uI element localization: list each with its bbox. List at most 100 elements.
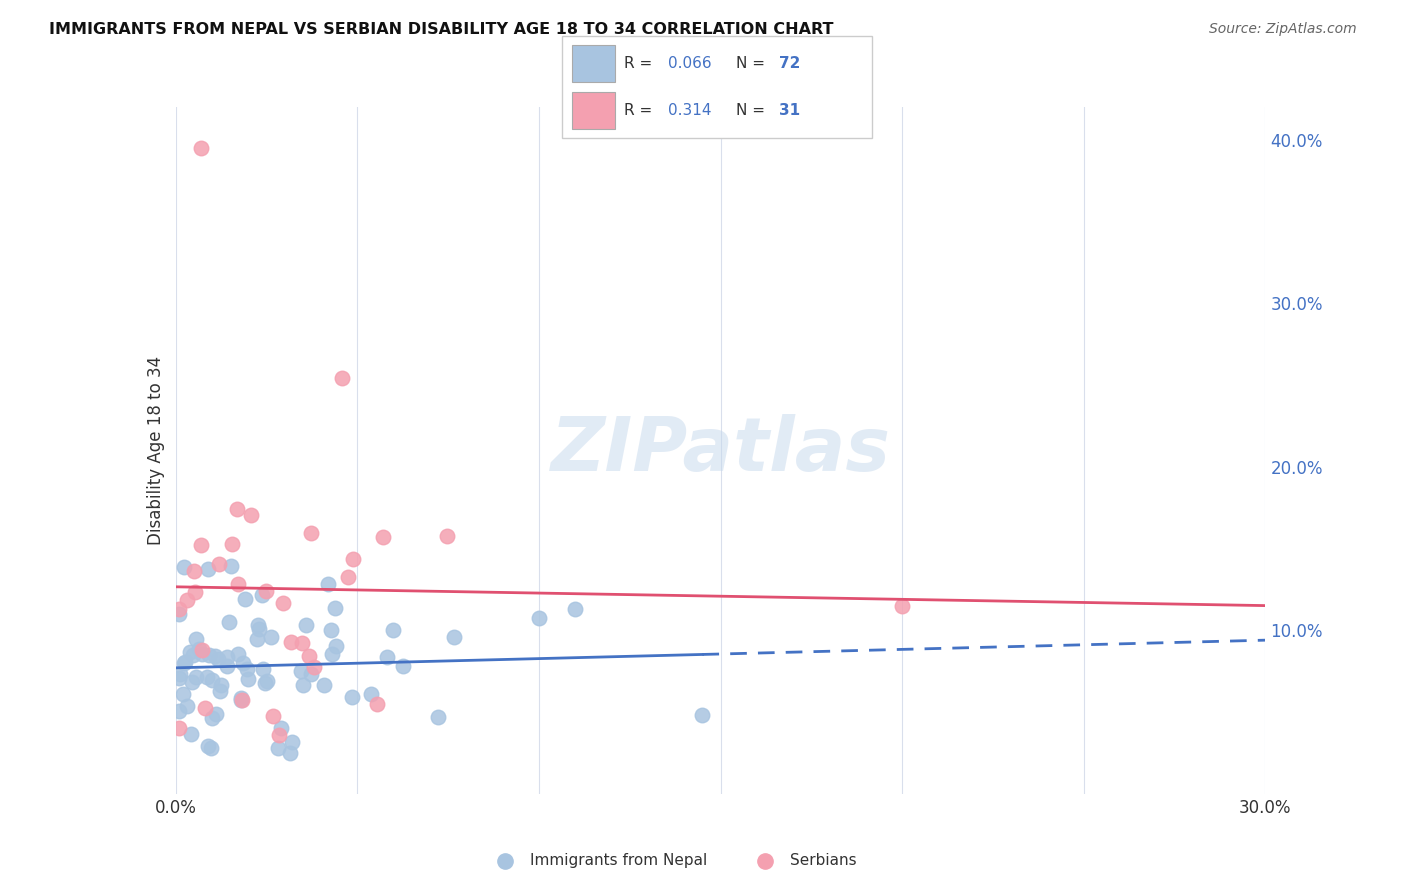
Point	[371, 530, 394, 544]
Point	[190, 538, 212, 552]
Point	[229, 692, 252, 706]
Point	[299, 667, 322, 681]
Point	[180, 727, 202, 741]
Bar	[572, 92, 614, 129]
Point	[294, 618, 316, 632]
Text: N =: N =	[735, 56, 769, 70]
Point	[290, 664, 312, 678]
Point	[200, 673, 222, 688]
Point	[239, 508, 262, 523]
Point	[267, 728, 290, 742]
Point	[299, 525, 322, 540]
Point	[270, 721, 292, 735]
Point	[260, 630, 283, 644]
Point	[436, 529, 458, 543]
Text: IMMIGRANTS FROM NEPAL VS SERBIAN DISABILITY AGE 18 TO 34 CORRELATION CHART: IMMIGRANTS FROM NEPAL VS SERBIAN DISABIL…	[49, 22, 834, 37]
Point	[184, 670, 207, 684]
Point	[316, 577, 339, 591]
Point	[291, 636, 314, 650]
Text: R =: R =	[624, 56, 658, 70]
Point	[252, 662, 274, 676]
Point	[231, 693, 253, 707]
Point	[323, 601, 346, 615]
Point	[247, 622, 270, 636]
Point	[169, 704, 191, 718]
Point	[527, 610, 550, 624]
Text: Serbians: Serbians	[790, 854, 856, 868]
Point	[298, 648, 321, 663]
Point	[266, 740, 288, 755]
Point	[377, 649, 399, 664]
Point	[169, 667, 191, 681]
Point	[198, 648, 221, 662]
Point	[181, 648, 204, 663]
Point	[232, 657, 254, 671]
Point	[215, 659, 238, 673]
Point	[184, 632, 207, 646]
Point	[314, 678, 336, 692]
Point	[173, 560, 195, 574]
Point	[236, 662, 259, 676]
Point	[233, 592, 256, 607]
Point	[187, 642, 209, 657]
Point	[172, 688, 194, 702]
Text: 31: 31	[779, 103, 800, 118]
Point	[229, 690, 252, 705]
Point	[204, 648, 226, 663]
Point	[250, 588, 273, 602]
Point	[443, 630, 465, 644]
Point	[169, 607, 191, 621]
Point	[391, 659, 413, 673]
Point	[254, 583, 277, 598]
Point	[179, 645, 201, 659]
Point	[246, 632, 269, 647]
Point	[228, 577, 250, 591]
Point	[183, 564, 205, 578]
Point	[194, 701, 217, 715]
Point	[218, 615, 240, 629]
Point	[382, 623, 405, 637]
Point	[692, 707, 714, 722]
Point	[280, 634, 302, 648]
Point	[325, 639, 347, 653]
Point	[337, 569, 360, 583]
Point	[360, 687, 382, 701]
Point	[176, 698, 198, 713]
Text: R =: R =	[624, 103, 662, 118]
Point	[221, 536, 243, 550]
Point	[342, 690, 364, 704]
Text: 0.066: 0.066	[668, 56, 711, 70]
Point	[256, 674, 278, 689]
Point	[176, 593, 198, 607]
Point	[219, 559, 242, 574]
Point	[195, 670, 218, 684]
Point	[207, 651, 229, 665]
Point	[173, 657, 195, 671]
Point	[181, 675, 204, 690]
Point	[208, 558, 231, 572]
Text: Source: ZipAtlas.com: Source: ZipAtlas.com	[1209, 22, 1357, 37]
Point	[426, 709, 449, 723]
Point	[292, 678, 315, 692]
Point	[191, 643, 214, 657]
Point	[342, 551, 364, 566]
Point	[226, 502, 249, 516]
Point	[208, 684, 231, 698]
Point	[330, 371, 353, 385]
Point	[278, 746, 301, 760]
Point	[564, 602, 586, 616]
Point	[191, 647, 214, 661]
Point	[201, 711, 224, 725]
Point	[169, 602, 191, 616]
Point	[262, 709, 284, 723]
Point	[891, 599, 914, 613]
Point	[169, 721, 191, 735]
Text: N =: N =	[735, 103, 769, 118]
Text: 0.314: 0.314	[668, 103, 711, 118]
Point	[247, 617, 270, 632]
Point	[321, 647, 343, 661]
Point	[228, 647, 250, 661]
Point	[197, 739, 219, 753]
Y-axis label: Disability Age 18 to 34: Disability Age 18 to 34	[146, 356, 165, 545]
Text: Immigrants from Nepal: Immigrants from Nepal	[530, 854, 707, 868]
